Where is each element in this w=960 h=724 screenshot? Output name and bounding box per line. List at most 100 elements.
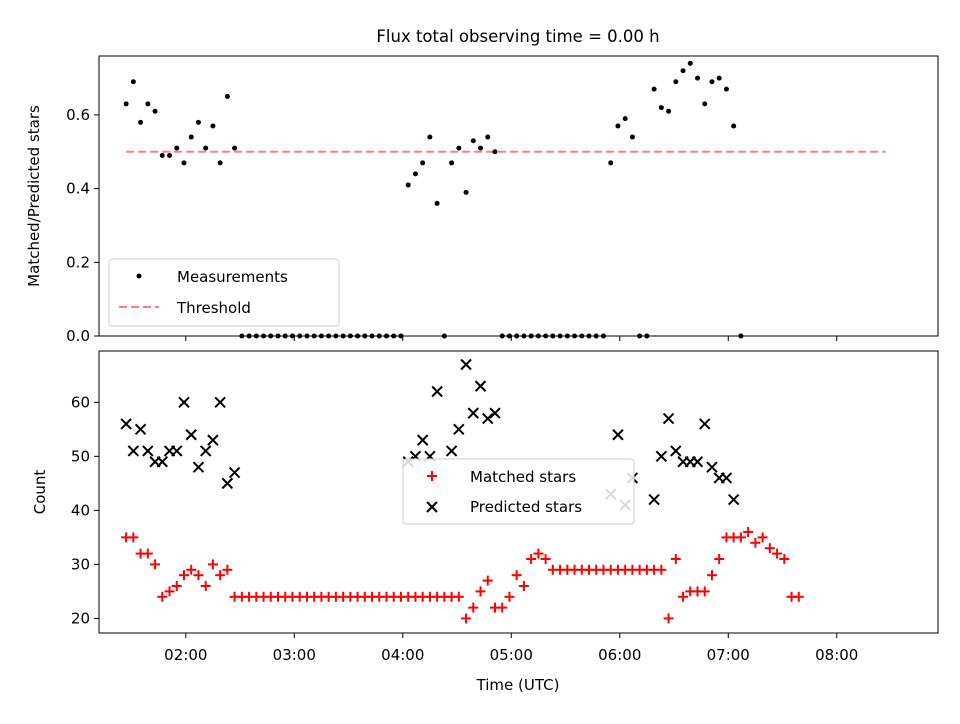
measurement-point — [232, 145, 238, 151]
count-y-tick-label: 40 — [71, 501, 90, 519]
count-x-tick-label: 06:00 — [598, 646, 641, 664]
predicted-star-point — [648, 493, 660, 506]
predicted-star-point — [185, 429, 197, 441]
measurement-point — [138, 119, 144, 125]
legend-predicted-marker — [426, 501, 438, 513]
matched-star-point — [656, 564, 667, 575]
predicted-star-point — [228, 466, 241, 479]
measurement-point — [224, 94, 230, 100]
measurement-point — [217, 160, 223, 166]
predicted-star-point — [706, 461, 718, 473]
matched-star-point — [461, 613, 472, 624]
measurement-point — [130, 79, 136, 85]
count-x-tick-label: 03:00 — [273, 646, 316, 664]
matched-star-point — [482, 575, 493, 586]
matched-star-point — [453, 591, 464, 602]
measurement-point — [651, 86, 657, 92]
matched-star-point — [215, 570, 226, 581]
count-y-tick-label: 30 — [71, 555, 90, 573]
count-x-ticks: 02:00 03:00 04:00 05:00 06:00 07:00 08:00 — [164, 633, 858, 664]
measurement-point — [210, 123, 216, 129]
measurement-point — [702, 101, 708, 107]
measurement-point — [405, 182, 411, 188]
predicted-star-point — [207, 434, 219, 446]
predicted-star-point — [221, 477, 234, 490]
matched-star-point — [764, 543, 775, 554]
predicted-star-point — [691, 456, 704, 468]
count-axes-frame — [98, 350, 939, 634]
ratio-panel: 0.0 0.2 0.4 0.6 Matched/Predicted stars Mea… — [25, 55, 939, 345]
matched-star-point — [497, 602, 508, 613]
measurement-point — [680, 68, 686, 74]
count-x-tick-label: 08:00 — [815, 646, 858, 664]
measurement-point — [723, 86, 729, 92]
x-axis-label: Time (UTC) — [476, 676, 560, 694]
measurement-point — [181, 160, 187, 166]
matched-star-point — [757, 532, 768, 543]
measurement-point — [174, 145, 180, 151]
count-y-tick-label: 60 — [71, 393, 90, 411]
measurement-point — [716, 75, 722, 81]
matched-star-point — [164, 586, 175, 597]
matched-star-point — [793, 591, 804, 602]
matched-star-point — [511, 570, 522, 581]
measurement-point — [673, 79, 679, 85]
predicted-star-point — [453, 423, 465, 436]
measurement-point — [412, 171, 418, 177]
matched-star-point — [150, 559, 161, 570]
matched-star-point — [504, 591, 515, 602]
ratio-legend: Measurements Threshold — [108, 258, 340, 327]
predicted-star-point — [431, 385, 443, 398]
ratio-legend-box — [108, 258, 340, 327]
measurement-point — [463, 189, 469, 195]
predicted-star-point — [171, 445, 183, 457]
measurement-point — [666, 108, 672, 114]
measurement-points — [123, 60, 744, 339]
predicted-star-point — [156, 456, 168, 468]
matched-star-point — [772, 548, 783, 559]
count-x-tick-label: 02:00 — [164, 646, 207, 664]
measurement-point — [152, 108, 158, 114]
matched-star-point — [533, 548, 544, 559]
matched-star-point — [699, 586, 710, 597]
legend-predicted-label: Predicted stars — [470, 498, 582, 516]
matched-star-point — [157, 591, 168, 602]
predicted-star-point — [727, 493, 740, 506]
measurement-point — [658, 105, 664, 111]
matched-star-point — [128, 532, 139, 543]
matched-star-point — [714, 553, 725, 564]
legend-threshold-label: Threshold — [176, 299, 251, 317]
matched-star-point — [540, 553, 551, 564]
predicted-star-point — [445, 445, 458, 457]
measurement-point — [188, 134, 194, 140]
matched-star-point — [186, 564, 197, 575]
measurement-point — [478, 145, 484, 151]
predicted-star-point — [142, 445, 154, 457]
count-y-tick-label: 20 — [71, 609, 90, 627]
measurement-point — [629, 134, 635, 140]
legend-measurements-marker — [136, 273, 142, 279]
matched-star-point — [663, 613, 674, 624]
predicted-star-point — [127, 445, 140, 457]
measurement-point — [195, 119, 201, 125]
predicted-star-point — [214, 396, 226, 409]
matched-star-point — [526, 553, 537, 564]
chart-title: Flux total observing time = 0.00 h — [376, 27, 659, 46]
predicted-star-point — [192, 461, 205, 473]
predicted-star-point — [460, 358, 472, 371]
legend-matched-symbol — [427, 471, 437, 481]
predicted-star-point — [134, 423, 147, 436]
matched-star-point — [475, 586, 486, 597]
count-y-tick-label: 50 — [71, 447, 90, 465]
predicted-star-point — [416, 434, 429, 446]
matched-star-point — [750, 537, 761, 548]
count-panel: 20 30 40 50 60 02:00 03:00 04:00 05:00 06:00 07:0… — [31, 350, 939, 664]
matched-star-point — [142, 548, 153, 559]
matched-star-point — [200, 581, 211, 591]
measurement-point — [687, 60, 693, 66]
measurement-point — [622, 116, 628, 122]
predicted-star-point — [699, 418, 711, 430]
ratio-y-tick-label: 0.4 — [66, 180, 90, 198]
